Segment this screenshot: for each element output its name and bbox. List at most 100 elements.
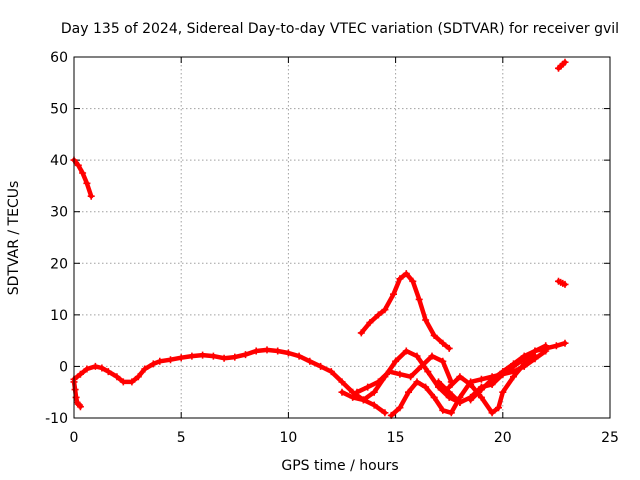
y-tick-label: 20 (50, 256, 68, 272)
data-point-marker (149, 360, 157, 368)
data-point-marker (167, 356, 174, 364)
x-tick-label: 10 (279, 430, 297, 446)
data-point-marker (488, 375, 496, 383)
data-point-marker (447, 409, 455, 417)
data-point-marker (177, 354, 185, 362)
data-point-marker (396, 275, 404, 283)
x-tick-label: 25 (601, 430, 619, 446)
x-tick-label: 20 (494, 430, 512, 446)
data-point-marker (456, 399, 464, 406)
data-point-marker (499, 368, 507, 376)
data-point-marker (338, 388, 346, 396)
data-point-marker (317, 362, 325, 370)
data-point-marker (392, 357, 400, 365)
data-point-marker (79, 169, 87, 177)
data-point-marker (510, 373, 517, 381)
series-arc-09 (445, 352, 539, 417)
data-point-marker (499, 388, 507, 396)
series-arc-11 (555, 58, 569, 72)
data-point-marker (467, 381, 475, 388)
data-point-marker (83, 365, 91, 373)
data-point-marker (209, 352, 217, 360)
y-tick-label: 60 (50, 50, 68, 66)
plot-frame (73, 56, 611, 419)
data-point-marker (402, 270, 410, 278)
data-point-marker (520, 352, 528, 360)
data-point-marker (439, 339, 447, 347)
data-point-marker (413, 352, 421, 360)
data-point-marker (510, 360, 517, 368)
series-trace (354, 353, 454, 395)
data-point-marker (520, 360, 528, 368)
data-point-marker (381, 306, 389, 314)
series-trace (359, 271, 452, 351)
data-point-marker (381, 409, 389, 417)
data-point-marker (76, 403, 84, 411)
data-point-marker (422, 383, 430, 391)
data-point-marker (76, 370, 84, 378)
data-point-marker (405, 388, 412, 396)
y-tick-label: 50 (50, 102, 68, 118)
data-point-marker (306, 357, 314, 365)
data-point-marker (495, 404, 502, 412)
y-tick-label: -10 (45, 411, 68, 427)
data-point-marker (456, 373, 464, 381)
data-point-marker (349, 393, 357, 401)
data-point-marker (396, 370, 404, 378)
series-arc-04 (357, 270, 453, 352)
y-axis-label: SDTVAR / TECUs (6, 181, 22, 296)
data-point-marker (552, 342, 560, 350)
data-point-marker (87, 192, 95, 200)
series-trace (556, 59, 568, 71)
data-point-marker (141, 365, 149, 373)
data-point-marker (396, 404, 404, 412)
data-point-marker (156, 357, 164, 365)
data-point-marker (428, 352, 436, 360)
series-trace (71, 347, 388, 416)
data-point-marker (366, 319, 374, 327)
x-tick-label: 0 (70, 430, 79, 446)
data-point-marker (338, 378, 346, 386)
series-arc-03 (70, 346, 389, 417)
data-point-marker (415, 295, 423, 303)
data-point-marker (231, 353, 239, 361)
data-point-marker (242, 351, 249, 359)
series-trace (468, 343, 548, 403)
data-point-marker (488, 409, 496, 417)
data-point-marker (353, 388, 361, 396)
data-point-marker (477, 375, 485, 383)
data-point-marker (199, 351, 207, 359)
y-tick-label: 10 (50, 308, 68, 324)
data-point-marker (430, 332, 438, 339)
data-series (70, 58, 569, 419)
data-point-marker (430, 393, 438, 401)
data-point-marker (385, 368, 393, 376)
data-point-marker (370, 388, 378, 396)
data-point-marker (295, 352, 303, 360)
series-arc-10 (467, 342, 550, 404)
data-point-marker (561, 58, 569, 66)
series-arc-06 (353, 352, 455, 396)
series-trace (446, 353, 538, 416)
data-point-marker (417, 362, 425, 370)
chart-title: Day 135 of 2024, Sidereal Day-to-day VTE… (61, 21, 619, 37)
data-point-marker (104, 368, 112, 376)
data-point-marker (128, 378, 136, 386)
data-point-marker (407, 373, 415, 381)
data-point-marker (74, 161, 82, 169)
data-point-marker (424, 368, 432, 376)
data-point-marker (252, 347, 260, 355)
data-point-marker (274, 347, 282, 355)
data-point-marker (445, 344, 453, 352)
data-point-marker (445, 383, 453, 391)
y-tick-label: 40 (50, 153, 68, 169)
series-arc-12 (555, 277, 569, 288)
data-point-marker (477, 386, 485, 394)
data-point-marker (561, 280, 569, 288)
data-point-marker (83, 179, 91, 187)
data-point-marker (374, 378, 382, 386)
data-point-marker (364, 383, 372, 391)
data-point-marker (467, 396, 475, 404)
data-point-marker (113, 373, 121, 381)
